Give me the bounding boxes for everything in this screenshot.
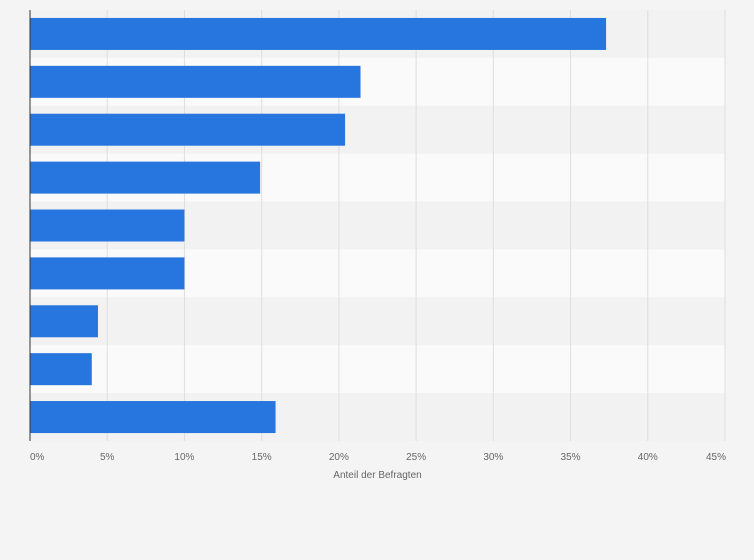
x-tick-label: 30% [483,452,503,463]
bar [30,17,607,50]
bar [30,257,185,290]
bar [30,209,185,242]
bar [30,161,261,194]
x-tick-labels: 0% 5% 10% 15% 20% 25% 30% 35% 40% 45% [30,452,726,463]
x-tick-label: 45% [706,452,726,463]
x-tick-label: 0% [30,452,45,463]
bars [30,17,607,434]
bar [30,65,361,98]
bar [30,353,92,386]
bar [30,401,276,434]
x-tick-label: 40% [638,452,658,463]
x-tick-label: 25% [406,452,426,463]
row-band [30,297,725,346]
bar [30,305,98,338]
x-tick-label: 5% [100,452,115,463]
x-axis-title: Anteil der Befragten [333,470,421,481]
row-band [30,345,725,394]
x-tick-label: 35% [561,452,581,463]
bar [30,113,346,146]
x-tick-label: 10% [174,452,194,463]
x-tick-label: 20% [329,452,349,463]
x-tick-label: 15% [252,452,272,463]
